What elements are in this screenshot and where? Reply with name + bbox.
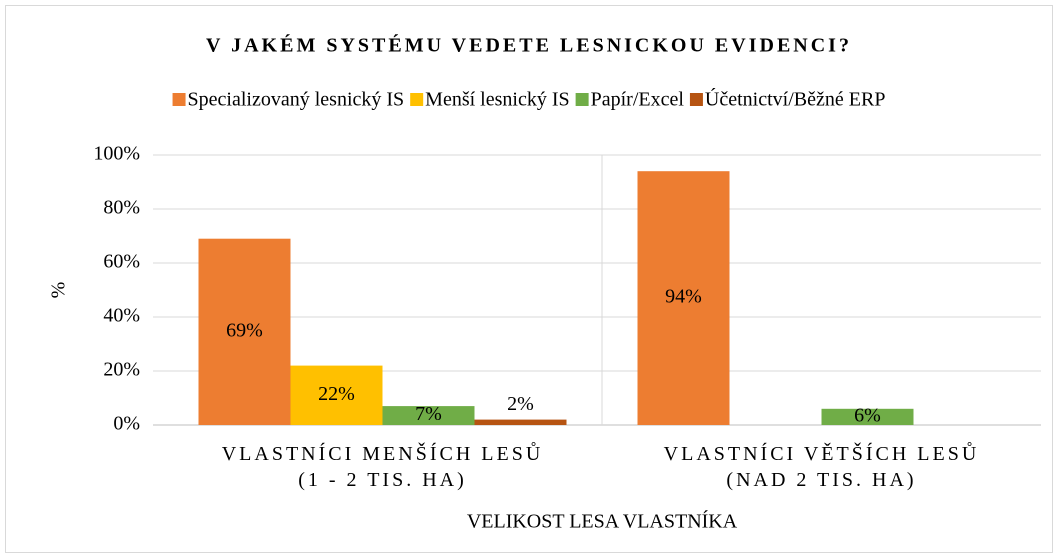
data-label: 22% — [318, 383, 355, 405]
y-tick-label: 40% — [103, 305, 140, 327]
bar — [637, 171, 730, 425]
legend-label: Menší lesnický IS — [425, 89, 569, 111]
x-tick-label: VLASTNÍCI MENŠÍCH LESŮ (1 - 2 TIS. HA) — [222, 441, 544, 491]
y-tick-label: 20% — [103, 359, 140, 381]
bar — [290, 365, 383, 425]
data-label: 7% — [415, 403, 442, 425]
data-label: 69% — [226, 319, 263, 341]
bar — [821, 408, 914, 425]
bar — [474, 419, 567, 425]
legend-label: Účetnictví/Běžné ERP — [705, 87, 886, 111]
y-tick-label: 0% — [113, 413, 140, 435]
y-tick-label: 80% — [103, 197, 140, 219]
legend-swatch — [575, 93, 589, 106]
legend-label: Papír/Excel — [591, 89, 685, 111]
data-label: 2% — [507, 393, 534, 415]
legend-swatch — [410, 93, 424, 106]
data-label: 6% — [854, 404, 881, 426]
bar — [198, 238, 291, 425]
legend: Specializovaný lesnický IS Menší lesnický… — [172, 87, 886, 111]
legend-label: Specializovaný lesnický IS — [188, 89, 405, 111]
y-tick-label: 60% — [103, 251, 140, 273]
legend-swatch — [689, 93, 703, 106]
chart-title: V JAKÉM SYSTÉMU VEDETE LESNICKOU EVIDENC… — [206, 34, 852, 57]
x-axis-title: VELIKOST LESA VLASTNÍKA — [467, 510, 738, 533]
y-axis-title: % — [48, 282, 70, 299]
legend-swatch — [172, 93, 186, 106]
x-tick-label: VLASTNÍCI VĚTŠÍCH LESŮ (NAD 2 TIS. HA) — [664, 441, 980, 491]
data-label: 94% — [665, 286, 702, 308]
bar — [382, 406, 475, 425]
y-tick-label: 100% — [93, 143, 140, 165]
